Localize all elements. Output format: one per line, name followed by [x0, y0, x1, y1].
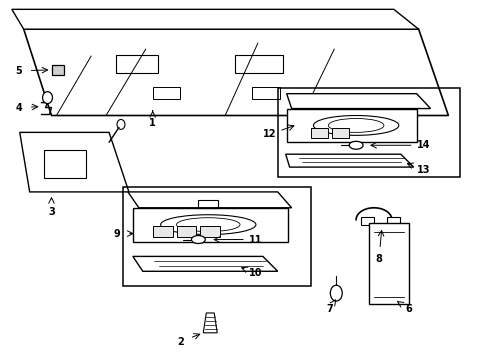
Ellipse shape — [330, 285, 342, 301]
Text: 11: 11 — [249, 234, 262, 244]
Bar — [332, 129, 348, 138]
Bar — [360, 217, 373, 225]
Polygon shape — [24, 29, 447, 116]
Polygon shape — [286, 94, 429, 109]
Polygon shape — [128, 192, 291, 208]
Polygon shape — [20, 132, 129, 192]
Text: 13: 13 — [416, 165, 429, 175]
Bar — [311, 129, 327, 138]
Text: 14: 14 — [416, 140, 429, 150]
Bar — [152, 226, 172, 237]
Polygon shape — [203, 313, 217, 333]
Text: 5: 5 — [15, 66, 22, 76]
Bar — [51, 65, 64, 75]
Bar — [198, 200, 218, 208]
Bar — [368, 223, 408, 304]
Polygon shape — [12, 9, 418, 29]
Bar — [200, 226, 220, 237]
Text: 1: 1 — [149, 118, 156, 129]
Text: 8: 8 — [375, 255, 382, 264]
Text: 2: 2 — [177, 337, 183, 347]
Bar — [152, 87, 180, 99]
Text: 10: 10 — [249, 268, 262, 278]
Bar — [251, 87, 279, 99]
Bar — [122, 187, 311, 286]
Ellipse shape — [42, 92, 52, 104]
Bar — [43, 150, 86, 178]
Ellipse shape — [348, 141, 362, 149]
Polygon shape — [286, 109, 416, 142]
Ellipse shape — [191, 235, 205, 243]
Bar — [277, 88, 459, 177]
Bar — [386, 217, 399, 225]
Polygon shape — [285, 154, 413, 167]
Text: 6: 6 — [405, 304, 411, 314]
Text: 4: 4 — [15, 103, 22, 113]
Bar — [176, 226, 196, 237]
Polygon shape — [133, 208, 287, 242]
Bar — [116, 55, 157, 73]
Polygon shape — [133, 256, 277, 271]
Text: 3: 3 — [48, 207, 55, 217]
Text: 12: 12 — [263, 129, 276, 139]
Text: 9: 9 — [113, 229, 120, 239]
Text: 7: 7 — [325, 304, 332, 314]
Bar — [235, 55, 282, 73]
